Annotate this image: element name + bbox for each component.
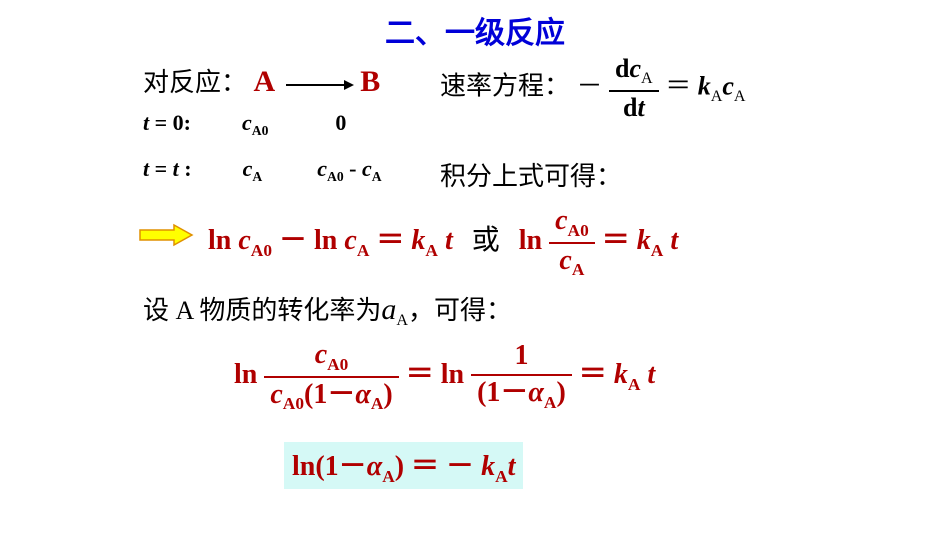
eq3-a1sub: A (371, 394, 384, 413)
eq1-ln1: ln (208, 225, 238, 256)
eq3-den-r1: (1－ (304, 379, 355, 410)
page-title: 二、一级反应 (0, 0, 950, 52)
rate-equation: 速率方程： － dcA dt ＝ kAcA (440, 55, 746, 123)
rate-den-t: t (637, 93, 644, 122)
eq1-eq: ＝ (376, 225, 411, 256)
t0-csub: A0 (252, 123, 269, 138)
eq3-num2: 1 (514, 340, 528, 371)
tt-c: c (243, 156, 253, 181)
eq1-t: t (438, 225, 453, 256)
eq3-d2a: (1－ (477, 377, 528, 408)
conv-post: ，可得： (408, 296, 512, 325)
arrow-callout (138, 218, 202, 248)
final-eq-highlight: ln(1－αA) ＝ － kAt (284, 442, 523, 489)
species-B: B (360, 65, 380, 98)
time-t-conditions: t = t : cA cA0 - cA (143, 156, 382, 185)
eq1-c2: c (344, 225, 356, 256)
species-A: A (254, 65, 276, 98)
eq3-ln2: ln (441, 359, 464, 390)
rate-num-d: d (615, 54, 629, 83)
eq3-eq: ＝ (406, 359, 441, 390)
conversion-label: 设 A 物质的转化率为aA，可得： (143, 290, 512, 330)
eq1-ln3: ln (519, 225, 542, 256)
eq3-frac2: 1 (1－αA) (471, 341, 572, 411)
eq3-den-r2: ) (383, 379, 392, 410)
rate-c2: c (722, 72, 734, 101)
rate-den-d: d (623, 93, 637, 122)
eq3-t: t (640, 359, 655, 390)
eq1-ksub: A (425, 241, 438, 260)
eq1-c1sub: A0 (251, 241, 272, 260)
eq1-or: 或 (460, 225, 512, 256)
tt-eq: = (149, 156, 173, 181)
rate-c2sub: A (734, 88, 746, 105)
eq1-c1: c (238, 225, 250, 256)
eq1-c2sub: A (357, 241, 370, 260)
rate-num-c: c (630, 54, 642, 83)
eq3-k: k (614, 359, 628, 390)
rate-eq: ＝ (665, 72, 691, 101)
eq1-num-sub: A0 (568, 221, 589, 240)
eq4-t: t (508, 451, 516, 482)
eq1-den-sub: A (572, 260, 585, 279)
eq3-ln: ln (234, 359, 257, 390)
eq1-eq2: ＝ (602, 225, 637, 256)
eq1-k2sub: A (651, 241, 664, 260)
eq3-d2b: ) (556, 377, 565, 408)
eq1-k2: k (637, 225, 651, 256)
eq1-ln2: ln (314, 225, 344, 256)
tt-c2: c (317, 156, 327, 181)
eq1-frac: cA0 cA (549, 206, 595, 279)
tt-c3sub: A (372, 169, 382, 184)
conv-sub: A (396, 312, 408, 329)
rate-ksub: A (711, 88, 723, 105)
rate-fraction: dcA dt (609, 55, 659, 123)
tt-minus: - (344, 156, 362, 181)
conv-pre: 设 A 物质的转化率为 (143, 296, 381, 325)
eq4-ksub: A (495, 467, 508, 486)
reaction-line: 对反应： A B (143, 62, 380, 99)
conversion-eq: ln cA0 cA0(1－αA) ＝ ln 1 (1－αA) ＝ kA t (234, 340, 655, 413)
tt-csub: A (252, 169, 262, 184)
reaction-arrow-icon (282, 77, 354, 93)
eq3-num-c: c (315, 339, 327, 370)
eq4-close: ) ＝ － (395, 451, 481, 482)
tt-colon: : (179, 156, 192, 181)
reaction-prefix: 对反应： (143, 68, 247, 97)
eq3-eq2: ＝ (579, 359, 614, 390)
eq4-k: k (481, 451, 495, 482)
t0-eq: = 0: (149, 110, 191, 135)
t0-c: c (242, 110, 252, 135)
eq4-alpha: α (367, 451, 383, 482)
eq1-den-c: c (559, 245, 571, 276)
integrate-label: 积分上式可得： (440, 156, 622, 193)
conv-symbol: a (381, 293, 396, 326)
eq1-t2: t (663, 225, 678, 256)
rate-k: k (698, 72, 711, 101)
initial-conditions: t = 0: cA0 0 (143, 110, 346, 139)
integrated-eq-1: ln cA0 － ln cA ＝ kA t 或 ln cA0 cA ＝ kA t (208, 206, 678, 279)
rate-minus: － (577, 72, 603, 101)
rate-num-sub: A (641, 70, 653, 87)
final-eq: ln(1－αA) ＝ － kAt (284, 442, 523, 489)
eq4-alphasub: A (382, 467, 395, 486)
eq3-a2: α (528, 377, 544, 408)
eq1-k: k (411, 225, 425, 256)
eq3-den-sub: A0 (283, 394, 304, 413)
tt-c3: c (362, 156, 372, 181)
eq3-frac1: cA0 cA0(1－αA) (264, 340, 398, 413)
eq3-ksub: A (628, 375, 641, 394)
eq3-num-sub: A0 (327, 355, 348, 374)
t0-zero: 0 (335, 110, 346, 135)
tt-c2sub: A0 (327, 169, 344, 184)
eq3-a1: α (355, 379, 371, 410)
eq4-ln: ln(1－ (292, 451, 367, 482)
eq1-minus: － (279, 225, 314, 256)
eq1-num-c: c (555, 205, 567, 236)
rate-label: 速率方程： (440, 72, 570, 101)
eq3-a2sub: A (544, 393, 557, 412)
arrow-box-icon (138, 223, 194, 247)
eq3-den-c: c (270, 379, 282, 410)
